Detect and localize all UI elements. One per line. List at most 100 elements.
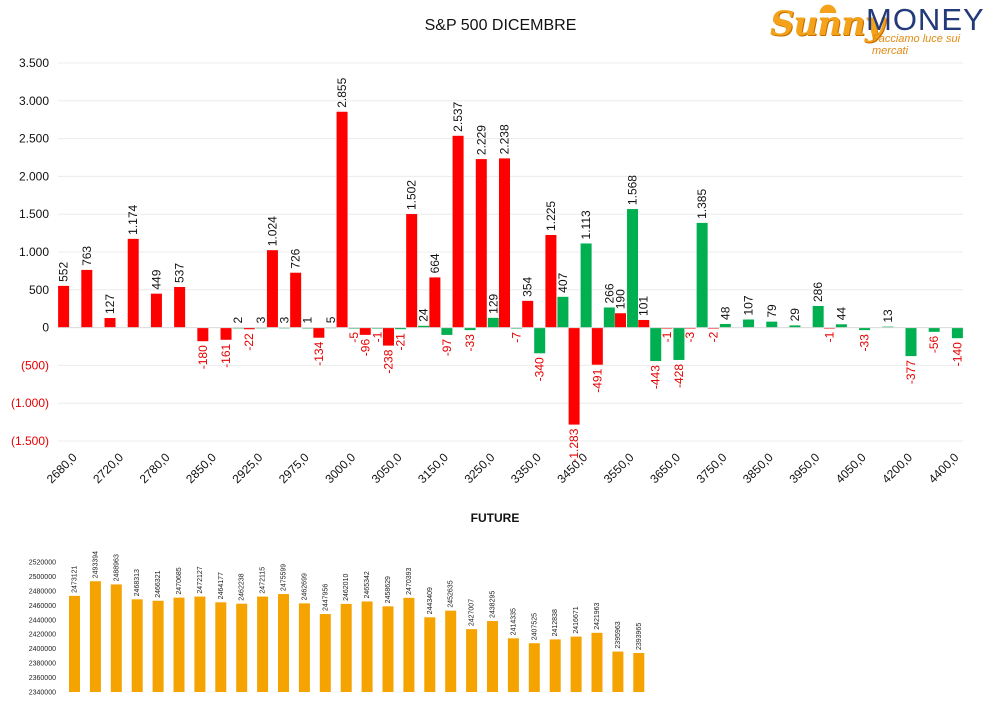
put-bar [650,327,662,362]
future-data-label: 2472115 [260,567,267,594]
put-data-label: 286 [811,282,825,302]
call-data-label: -180 [196,345,210,369]
future-data-label: 2470685 [176,567,183,594]
future-y-tick-label: 2440000 [29,617,56,624]
future-data-label: 2458629 [385,576,392,603]
future-data-label: 2462699 [301,573,308,600]
put-bar [766,321,778,328]
logo-brand-sunny: Sunny [770,4,884,44]
x-tick-label: 2975,0 [276,450,312,486]
call-bar [243,327,255,330]
put-data-label: -443 [649,365,663,389]
put-bar [951,327,963,339]
put-bar [487,317,499,328]
call-bar [290,272,302,328]
call-bar [499,158,510,328]
call-data-label: -2 [706,331,720,342]
call-data-label: 127 [103,294,117,314]
put-data-label: 29 [788,308,802,322]
future-bar [110,584,122,692]
call-bar [568,327,580,425]
future-data-label: 2470393 [406,567,413,594]
future-bar [424,617,436,692]
call-bar [220,327,232,340]
x-tick-label: 3350,0 [508,450,544,486]
y-tick-label: (1.000) [11,396,49,410]
future-bar [257,596,269,692]
x-tick-label: 4200,0 [879,450,915,486]
future-bar [69,595,80,692]
future-bar [570,636,582,692]
call-data-label: -491 [590,368,604,392]
call-bar [638,319,650,328]
call-bar [429,277,441,328]
future-data-label: 2475599 [281,564,288,591]
future-bar [152,600,164,692]
future-bar [591,632,603,692]
call-data-label: 726 [289,248,303,268]
put-bar [835,324,847,328]
future-bar [194,596,206,692]
put-data-label: 1 [301,317,315,324]
future-data-label: 2412838 [552,609,559,636]
future-data-label: 2393965 [636,623,643,650]
x-tick-label: 3650,0 [647,450,683,486]
put-bar [394,327,406,330]
put-data-label: 44 [834,307,848,321]
put-data-label: 3 [254,316,268,323]
put-data-label: 1.385 [695,189,709,219]
future-y-tick-label: 2480000 [29,588,56,595]
sp500-open-interest-chart: 3.500 3.000 2.500 2.000 1.500 1.000 500 0 (500) (… [11,56,964,486]
call-bar [382,327,394,346]
future-data-label: 2473121 [72,565,79,592]
put-bar [580,243,592,328]
future-bar [215,602,227,692]
y-tick-label: 500 [29,283,49,297]
call-bar [336,111,348,328]
sunny-money-logo: Sunny MONEY Facciamo luce sui mercati [770,2,998,57]
y-tick-label: 3.500 [19,56,49,70]
logo-tagline: Facciamo luce sui mercati [872,33,961,57]
future-data-label: 2414335 [510,608,517,635]
x-tick-label: 4050,0 [833,450,869,486]
future-data-label: 2443409 [427,587,434,614]
put-data-label: 266 [602,283,616,303]
x-tick-label: 2925,0 [230,450,266,486]
x-tick-label: 2680,0 [44,450,80,486]
future-bar [466,629,478,692]
future-y-tick-label: 2400000 [29,646,56,653]
x-tick-label: 3850,0 [740,450,776,486]
x-tick-label: 3750,0 [694,450,730,486]
put-bar [673,327,685,360]
future-data-label: 2421963 [594,602,601,629]
put-data-label: 24 [417,308,431,322]
put-data-label: -5 [347,332,361,343]
call-data-label: 101 [637,296,651,316]
future-y-tick-label: 2420000 [29,632,56,639]
put-data-label: 48 [718,306,732,320]
put-data-label: -97 [440,339,454,357]
call-bar [197,327,209,342]
put-bar [534,327,546,354]
put-bar [418,325,430,328]
future-bar [278,594,289,692]
future-y-tick-label: 2380000 [29,661,56,668]
call-bar [452,135,464,328]
call-bar [81,269,93,328]
logo-brand-money: MONEY [866,2,985,37]
future-chart-title: FUTURE [470,511,520,525]
future-bar [403,597,415,692]
call-data-label: 664 [428,253,442,273]
call-data-label: -134 [312,341,326,365]
y-tick-label: 2.000 [19,169,49,183]
future-bar [298,603,310,692]
put-bar [696,222,708,328]
call-data-label: -1 [822,331,836,342]
call-data-label: 552 [57,262,71,282]
call-bar [150,293,162,328]
call-data-label: 1.502 [405,180,419,210]
put-bar [464,327,476,331]
put-data-label: -33 [858,334,872,352]
call-bar [58,285,70,328]
future-y-tick-label: 2460000 [29,603,56,610]
